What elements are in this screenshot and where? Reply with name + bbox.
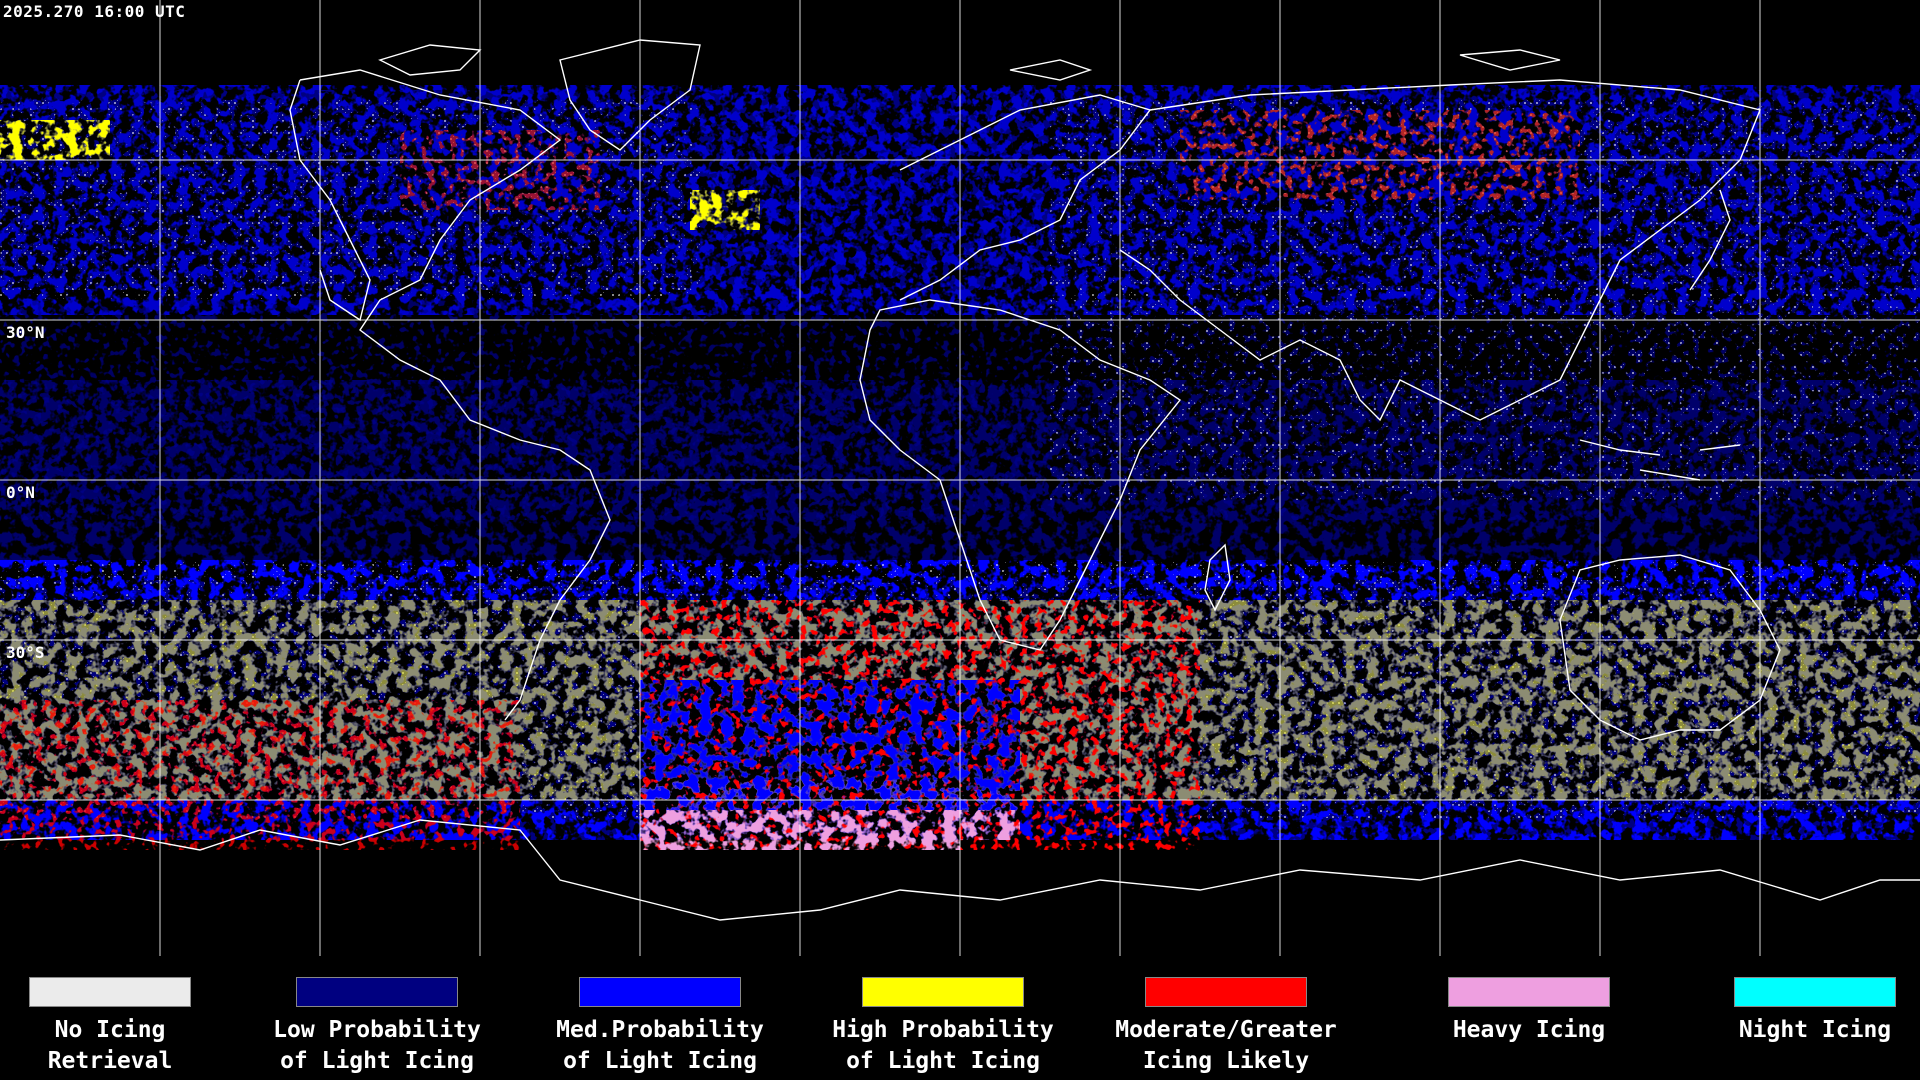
graticule: [0, 0, 1920, 956]
legend-item-heavy-icing: Heavy Icing: [1394, 977, 1664, 1077]
legend-label-low-probability: Low Probability of Light Icing: [273, 1017, 481, 1074]
timestamp-label: 2025.270 16:00 UTC: [3, 2, 186, 21]
legend-swatch-low-probability: [296, 977, 458, 1007]
legend-label-heavy-icing: Heavy Icing: [1452, 1017, 1606, 1043]
latitude-label-0n: 0°N: [6, 483, 35, 502]
legend-item-no-icing: No Icing Retrieval: [0, 977, 245, 1077]
latitude-label-30s: 30°S: [6, 643, 45, 662]
legend-label-no-icing: No Icing Retrieval: [47, 1017, 173, 1074]
legend-swatch-no-icing: [29, 977, 191, 1007]
legend-item-moderate-greater: Moderate/Greater Icing Likely: [1091, 977, 1361, 1077]
legend-label-med-probability: Med.Probability of Light Icing: [556, 1017, 764, 1074]
legend-label-night-icing: Night Icing: [1738, 1017, 1892, 1043]
legend-item-low-probability: Low Probability of Light Icing: [242, 977, 512, 1077]
latitude-label-30n: 30°N: [6, 323, 45, 342]
legend-swatch-heavy-icing: [1448, 977, 1610, 1007]
legend-item-night-icing: Night Icing: [1680, 977, 1920, 1077]
legend-swatch-moderate-greater: [1145, 977, 1307, 1007]
legend-item-med-probability: Med.Probability of Light Icing: [525, 977, 795, 1077]
legend-label-high-probability: High Probability of Light Icing: [832, 1017, 1054, 1074]
legend-label-moderate-greater: Moderate/Greater Icing Likely: [1115, 1017, 1337, 1074]
legend-swatch-night-icing: [1734, 977, 1896, 1007]
legend-swatch-high-probability: [862, 977, 1024, 1007]
legend: No Icing Retrieval Low Probability of Li…: [0, 962, 1920, 1080]
legend-item-high-probability: High Probability of Light Icing: [808, 977, 1078, 1077]
legend-swatch-med-probability: [579, 977, 741, 1007]
icing-map: 2025.270 16:00 UTC 30°N 0°N 30°S: [0, 0, 1920, 956]
map-graphic: [0, 0, 1920, 956]
